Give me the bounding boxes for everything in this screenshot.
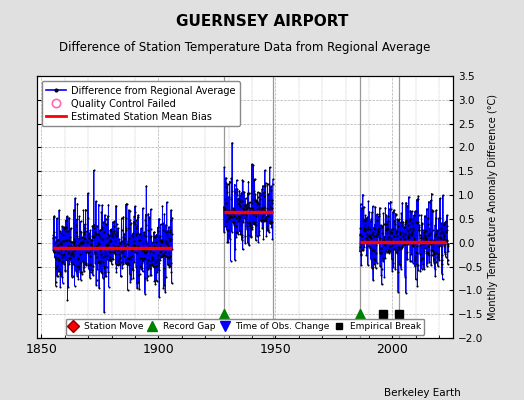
Text: GUERNSEY AIRPORT: GUERNSEY AIRPORT — [176, 14, 348, 29]
Y-axis label: Monthly Temperature Anomaly Difference (°C): Monthly Temperature Anomaly Difference (… — [488, 94, 498, 320]
Legend: Station Move, Record Gap, Time of Obs. Change, Empirical Break: Station Move, Record Gap, Time of Obs. C… — [66, 318, 424, 335]
Title: Difference of Station Temperature Data from Regional Average: Difference of Station Temperature Data f… — [59, 41, 431, 54]
Text: Berkeley Earth: Berkeley Earth — [385, 388, 461, 398]
